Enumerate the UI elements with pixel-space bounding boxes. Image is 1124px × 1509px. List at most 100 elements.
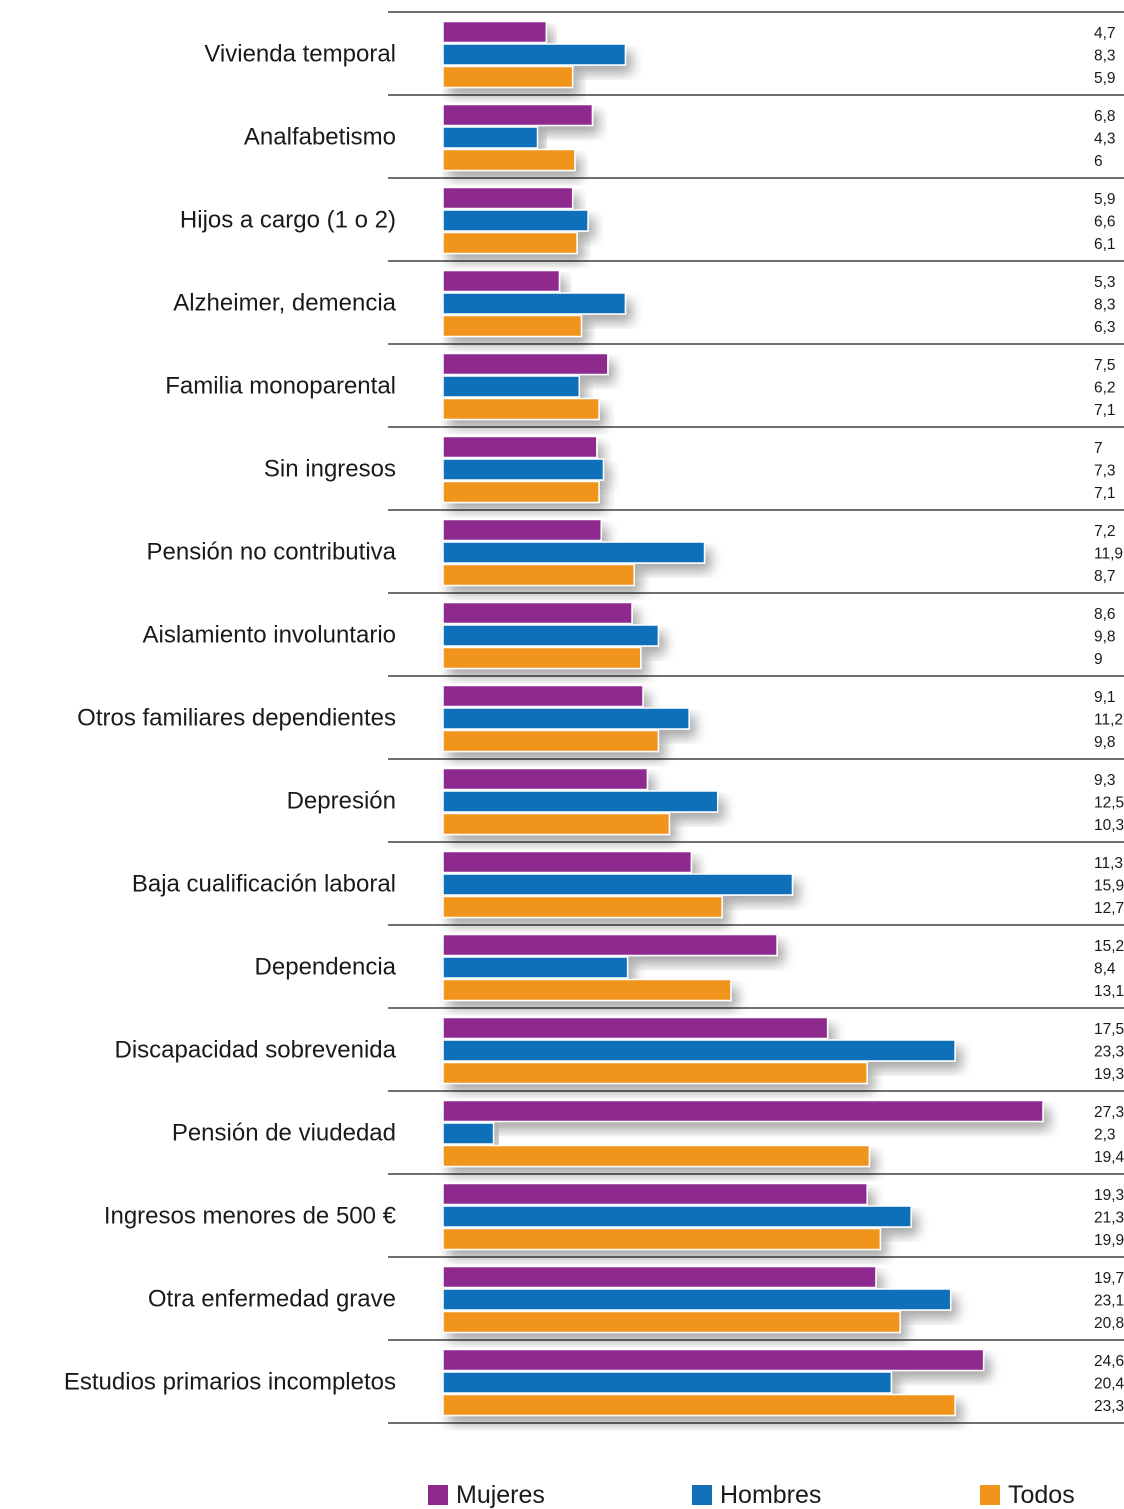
bar-hombres bbox=[442, 1205, 912, 1228]
category-label: Pensión no contributiva bbox=[147, 539, 397, 566]
legend-label-hombres: Hombres bbox=[720, 1481, 822, 1509]
bar-hombres bbox=[442, 873, 794, 896]
bar-hombres bbox=[442, 624, 660, 647]
bar-hombres bbox=[442, 1288, 952, 1311]
bar-mujeres bbox=[442, 186, 574, 210]
value-label-hombres: 23,3 bbox=[1094, 1044, 1124, 1061]
bar-todos bbox=[442, 1144, 871, 1168]
value-label-todos: 7,1 bbox=[1094, 485, 1116, 502]
category-label: Discapacidad sobrevenida bbox=[114, 1037, 396, 1064]
value-label-hombres: 6,6 bbox=[1094, 214, 1116, 231]
category-label: Hijos a cargo (1 o 2) bbox=[180, 207, 396, 234]
category-label: Ingresos menores de 500 € bbox=[104, 1203, 397, 1230]
bar-todos bbox=[442, 397, 600, 421]
value-label-mujeres: 27,3 bbox=[1094, 1104, 1124, 1121]
value-label-todos: 6 bbox=[1094, 153, 1103, 170]
bar-hombres bbox=[442, 1122, 495, 1145]
legend-item-todos: Todos bbox=[980, 1482, 1075, 1508]
legend-swatch-todos bbox=[980, 1485, 1000, 1505]
value-label-todos: 20,8 bbox=[1094, 1315, 1124, 1332]
value-label-todos: 9,8 bbox=[1094, 734, 1116, 751]
category-label: Estudios primarios incompletos bbox=[64, 1369, 396, 1396]
bar-hombres bbox=[442, 790, 719, 813]
row-dividers bbox=[388, 11, 1124, 1424]
bar-todos bbox=[442, 1061, 868, 1085]
bar-mujeres bbox=[442, 1016, 829, 1040]
bar-hombres bbox=[442, 956, 629, 979]
bar-hombres bbox=[442, 707, 690, 730]
value-label-todos: 19,9 bbox=[1094, 1232, 1124, 1249]
legend-label-mujeres: Mujeres bbox=[456, 1481, 545, 1509]
value-label-mujeres: 5,3 bbox=[1094, 274, 1116, 291]
value-label-mujeres: 8,6 bbox=[1094, 606, 1116, 623]
value-label-todos: 13,1 bbox=[1094, 983, 1124, 1000]
value-label-hombres: 8,4 bbox=[1094, 961, 1116, 978]
category-label: Familia monoparental bbox=[165, 373, 396, 400]
bar-mujeres bbox=[442, 269, 561, 293]
legend-item-mujeres: Mujeres bbox=[428, 1482, 545, 1508]
value-label-mujeres: 6,8 bbox=[1094, 108, 1116, 125]
value-label-mujeres: 4,7 bbox=[1094, 25, 1116, 42]
bar-todos bbox=[442, 563, 635, 587]
bar-todos bbox=[442, 646, 642, 670]
bar-mujeres bbox=[442, 435, 598, 459]
value-label-mujeres: 7,5 bbox=[1094, 357, 1116, 374]
bar-mujeres bbox=[442, 767, 649, 791]
value-label-todos: 19,3 bbox=[1094, 1066, 1124, 1083]
bar-mujeres bbox=[442, 1348, 985, 1372]
value-label-hombres: 21,3 bbox=[1094, 1210, 1124, 1227]
category-label: Depresión bbox=[287, 788, 396, 815]
category-label: Sin ingresos bbox=[264, 456, 396, 483]
bar-hombres bbox=[442, 375, 581, 398]
bar-hombres bbox=[442, 458, 605, 481]
value-label-mujeres: 9,1 bbox=[1094, 689, 1116, 706]
value-label-hombres: 20,4 bbox=[1094, 1376, 1124, 1393]
value-label-mujeres: 24,6 bbox=[1094, 1353, 1124, 1370]
bar-todos bbox=[442, 148, 576, 172]
value-label-hombres: 8,3 bbox=[1094, 48, 1116, 65]
value-label-hombres: 11,2 bbox=[1094, 712, 1123, 729]
bar-mujeres bbox=[442, 352, 609, 376]
legend: Mujeres Hombres Todos bbox=[0, 1482, 1124, 1508]
value-label-mujeres: 19,3 bbox=[1094, 1187, 1124, 1204]
value-label-mujeres: 19,7 bbox=[1094, 1270, 1124, 1287]
value-label-hombres: 11,9 bbox=[1094, 546, 1123, 563]
value-label-hombres: 6,2 bbox=[1094, 380, 1116, 397]
value-label-todos: 7,1 bbox=[1094, 402, 1116, 419]
bar-hombres bbox=[442, 1371, 893, 1394]
bar-mujeres bbox=[442, 684, 644, 708]
bar-hombres bbox=[442, 126, 539, 149]
value-label-todos: 19,4 bbox=[1094, 1149, 1124, 1166]
value-label-hombres: 12,5 bbox=[1094, 795, 1124, 812]
bars-group bbox=[442, 20, 1044, 1417]
value-label-hombres: 23,1 bbox=[1094, 1293, 1124, 1310]
value-label-todos: 10,3 bbox=[1094, 817, 1124, 834]
value-label-todos: 12,7 bbox=[1094, 900, 1124, 917]
value-label-todos: 23,3 bbox=[1094, 1398, 1124, 1415]
value-label-mujeres: 9,3 bbox=[1094, 772, 1116, 789]
bar-hombres bbox=[442, 43, 627, 66]
bar-hombres bbox=[442, 209, 589, 232]
bar-mujeres bbox=[442, 20, 548, 44]
bar-hombres bbox=[442, 292, 627, 315]
bar-mujeres bbox=[442, 850, 693, 874]
value-label-mujeres: 5,9 bbox=[1094, 191, 1116, 208]
value-label-hombres: 15,9 bbox=[1094, 878, 1124, 895]
category-label: Analfabetismo bbox=[244, 124, 396, 151]
bar-hombres bbox=[442, 1039, 956, 1062]
value-label-todos: 8,7 bbox=[1094, 568, 1116, 585]
bar-todos bbox=[442, 1310, 901, 1334]
value-label-todos: 5,9 bbox=[1094, 70, 1116, 87]
legend-swatch-hombres bbox=[692, 1485, 712, 1505]
category-label: Vivienda temporal bbox=[204, 41, 396, 68]
bar-mujeres bbox=[442, 518, 602, 542]
category-label: Baja cualificación laboral bbox=[132, 871, 396, 898]
value-label-hombres: 2,3 bbox=[1094, 1127, 1116, 1144]
value-label-mujeres: 15,2 bbox=[1094, 938, 1124, 955]
category-label: Pensión de viudedad bbox=[172, 1120, 396, 1147]
category-labels: Vivienda temporal Analfabetismo Hijos a ca… bbox=[64, 41, 397, 1396]
value-label-todos: 9 bbox=[1094, 651, 1103, 668]
bar-todos bbox=[442, 978, 732, 1002]
bar-todos bbox=[442, 895, 723, 919]
